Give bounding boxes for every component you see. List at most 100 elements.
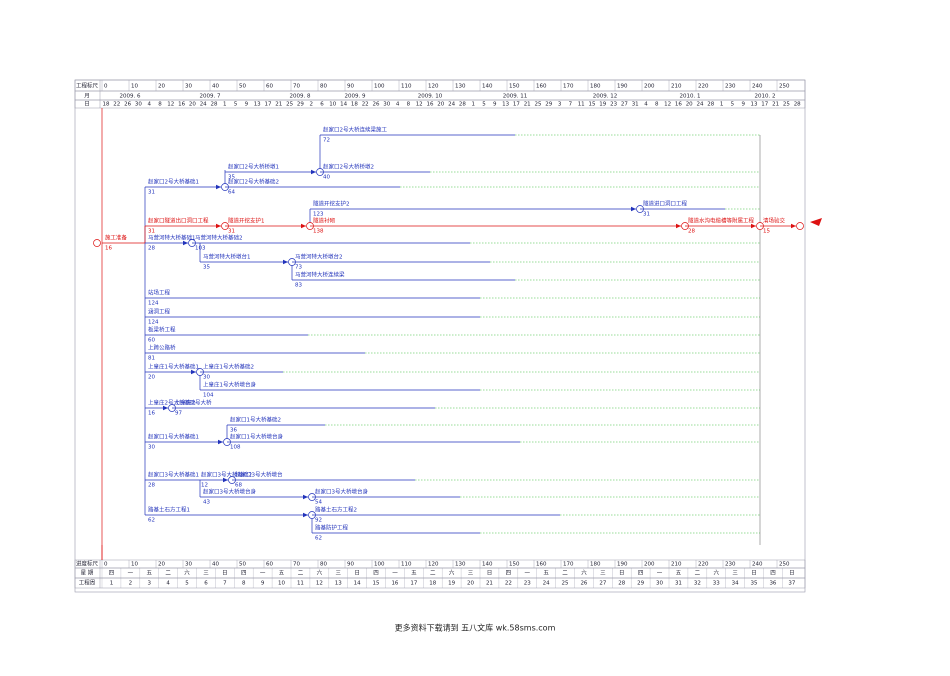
task-duration: 31 — [643, 212, 650, 218]
arrow-head — [283, 259, 288, 265]
row-label: 工程标尺 — [76, 82, 99, 90]
day-label: 8 — [655, 102, 659, 108]
weekday-label: 五 — [676, 570, 682, 577]
task-duration: 62 — [315, 536, 322, 542]
weekday-label: 一 — [128, 571, 134, 577]
day-label: 8 — [407, 102, 411, 108]
weekday-label: 一 — [392, 571, 398, 577]
weekday-label: 五 — [279, 570, 285, 577]
task-label: 路基防护工程 — [315, 524, 349, 532]
task-duration: 36 — [230, 428, 237, 434]
scale-tick-label: 0 — [104, 84, 108, 90]
week-label: 31 — [675, 581, 682, 587]
task-duration: 40 — [323, 175, 330, 181]
event-node — [796, 222, 804, 230]
week-label: 32 — [694, 581, 701, 587]
weekday-label: 一 — [524, 571, 530, 577]
month-label: 2009. 8 — [290, 94, 311, 100]
task-duration: 28 — [688, 229, 695, 235]
week-label: 15 — [373, 581, 380, 587]
day-label: 9 — [741, 102, 745, 108]
task-label: 马营河特大桥连续梁 — [295, 271, 345, 279]
weekday-label: 三 — [600, 570, 606, 577]
weekday-label: 四 — [109, 570, 115, 577]
scale-tick-label: 0 — [104, 562, 108, 568]
day-label: 2 — [309, 102, 313, 108]
task-duration: 20 — [148, 375, 155, 381]
day-label: 4 — [644, 102, 648, 108]
task-label: 上皇庄2号大桥基础 — [148, 399, 196, 407]
day-label: 13 — [254, 102, 261, 108]
row-label: 月 — [84, 93, 90, 100]
scale-tick-label: 250 — [779, 562, 790, 568]
arrow-head — [183, 240, 188, 246]
scale-tick-label: 60 — [266, 84, 273, 90]
day-label: 3 — [558, 102, 562, 108]
day-label: 14 — [340, 102, 347, 108]
task-duration: 30 — [203, 375, 210, 381]
day-label: 21 — [524, 102, 531, 108]
scale-tick-label: 170 — [563, 84, 574, 90]
scale-tick-label: 50 — [239, 84, 246, 90]
week-label: 17 — [410, 581, 417, 587]
task-label: 赵家口1号大桥基础1 — [148, 433, 199, 441]
task-label: 赵家口2号大桥基础1 — [148, 178, 199, 186]
scale-tick-label: 30 — [185, 84, 192, 90]
day-label: 24 — [448, 102, 455, 108]
day-label: 28 — [211, 102, 218, 108]
week-label: 27 — [599, 581, 606, 587]
scale-tick-label: 180 — [590, 84, 601, 90]
weekday-label: 日 — [789, 570, 795, 577]
day-label: 26 — [373, 102, 380, 108]
day-label: 25 — [783, 102, 790, 108]
month-label: 2009. 10 — [418, 94, 443, 100]
scale-tick-label: 230 — [725, 562, 736, 568]
task-label: 马营河特大桥基础2 — [195, 234, 243, 242]
task-label: 马营河特大桥墩台1 — [203, 253, 251, 261]
day-label: 20 — [686, 102, 693, 108]
weekday-label: 六 — [184, 569, 190, 577]
scale-tick-label: 160 — [536, 562, 547, 568]
task-duration: 68 — [235, 483, 242, 489]
scale-tick-label: 110 — [401, 84, 412, 90]
day-label: 7 — [569, 102, 573, 108]
row-label: 日 — [84, 101, 90, 108]
task-duration: 72 — [323, 138, 330, 144]
day-label: 17 — [513, 102, 520, 108]
task-label: 赵家口3号大桥墩台身 — [203, 488, 256, 496]
task-duration: 15 — [763, 229, 770, 235]
week-label: 26 — [580, 581, 587, 587]
task-label: 赵家口3号大桥基础2 — [201, 471, 252, 479]
task-duration: 73 — [295, 265, 302, 271]
week-label: 1 — [110, 581, 114, 587]
task-label: 板梁桥工程 — [148, 326, 176, 334]
day-label: 20 — [437, 102, 444, 108]
scale-tick-label: 200 — [644, 84, 655, 90]
weekday-label: 二 — [430, 571, 436, 577]
scale-tick-label: 220 — [698, 562, 709, 568]
scale-tick-label: 190 — [617, 562, 628, 568]
day-label: 16 — [178, 102, 185, 108]
week-label: 37 — [788, 581, 795, 587]
task-label: 隧道开挖支护1 — [228, 217, 265, 225]
scale-tick-label: 100 — [374, 562, 385, 568]
weekday-label: 五 — [146, 570, 152, 577]
scale-tick-label: 130 — [455, 84, 466, 90]
week-label: 24 — [543, 581, 550, 587]
day-label: 5 — [731, 102, 735, 108]
weekday-label: 五 — [411, 570, 417, 577]
week-label: 10 — [278, 581, 285, 587]
task-label: 隧道水沟电缆槽等附属工程 — [688, 217, 755, 225]
scale-tick-label: 170 — [563, 562, 574, 568]
arrow-head — [311, 169, 316, 175]
arrow-head — [163, 405, 168, 411]
week-label: 22 — [505, 581, 512, 587]
task-label: 赵家口1号大桥基础2 — [230, 416, 281, 424]
weekday-label: 二 — [298, 571, 304, 577]
week-label: 13 — [335, 581, 342, 587]
task-duration: 31 — [228, 229, 235, 235]
day-label: 10 — [329, 102, 336, 108]
task-duration: 97 — [175, 411, 182, 417]
day-label: 23 — [610, 102, 617, 108]
